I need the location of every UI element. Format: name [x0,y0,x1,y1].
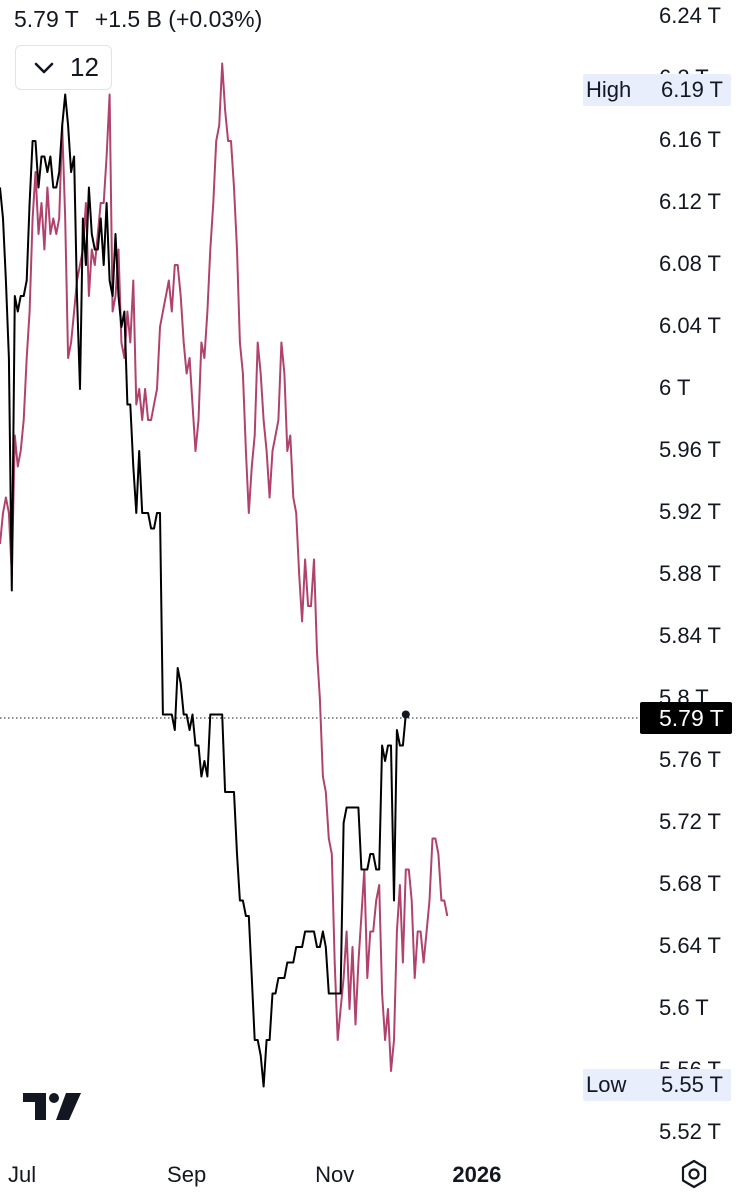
y-tick-label: 5.96 T [659,437,721,462]
y-tick-label: 5.92 T [659,499,721,524]
x-tick-label: Nov [315,1162,354,1187]
y-tick-label: 5.76 T [659,747,721,772]
y-tick-label: 6 T [659,375,690,400]
indicators-toggle-button[interactable]: 12 [15,45,112,90]
y-tick-label: 5.72 T [659,809,721,834]
last-price-label: 5.79 T [640,702,732,734]
y-tick-label: 6.12 T [659,189,721,214]
high-value: 6.19 T [661,77,723,102]
legend-change: +1.5 B (+0.03%) [94,6,263,32]
y-tick-label: 6.08 T [659,251,721,276]
last-point-marker [401,710,410,719]
tradingview-logo[interactable] [22,1090,82,1122]
y-tick-label: 5.64 T [659,933,721,958]
y-tick-label: 5.52 T [659,1119,721,1144]
x-axis: Jul Sep Nov 2026 [8,1162,501,1187]
series-layer [0,62,449,1088]
legend-price: 5.79 T [14,6,79,32]
legend-header: 5.79 T +1.5 B (+0.03%) [14,6,262,33]
settings-icon[interactable] [678,1158,710,1190]
x-tick-label: 2026 [452,1162,501,1187]
y-tick-label: 6.24 T [659,3,721,28]
indicators-count: 12 [70,52,99,82]
x-tick-label: Jul [8,1162,36,1187]
y-tick-label: 5.6 T [659,995,709,1020]
y-axis: 6.24 T6.2 T6.16 T6.12 T6.08 T6.04 T6 T5.… [659,3,721,1144]
series-line [0,62,449,1072]
low-value: 5.55 T [661,1072,723,1097]
chevron-down-icon [34,62,54,73]
high-label: High [586,77,632,102]
series-line [0,93,407,1088]
y-tick-label: 5.68 T [659,871,721,896]
y-tick-label: 6.04 T [659,313,721,338]
x-tick-label: Sep [167,1162,206,1187]
y-tick-label: 5.88 T [659,561,721,586]
y-tick-label: 5.84 T [659,623,721,648]
high-badge: High 6.19 T [583,74,731,106]
low-badge: Low 5.55 T [583,1069,731,1101]
y-tick-label: 6.16 T [659,127,721,152]
low-label: Low [586,1072,627,1097]
